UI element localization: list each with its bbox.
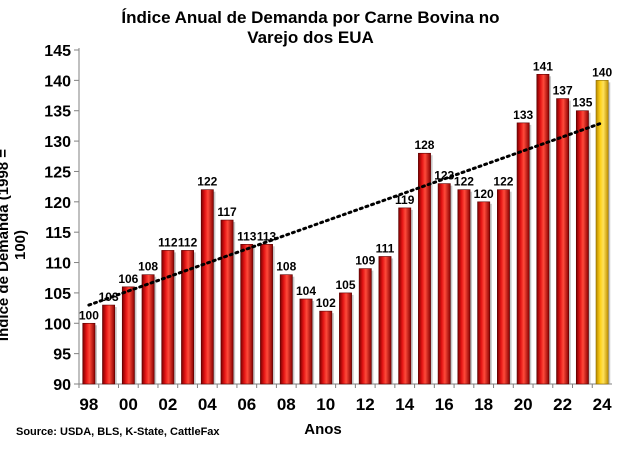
bars — [82, 73, 611, 385]
bar — [220, 219, 234, 385]
data-label: 123 — [434, 169, 454, 183]
data-label: 128 — [414, 138, 434, 152]
bar — [200, 189, 214, 385]
data-label: 137 — [553, 84, 573, 98]
bar — [82, 322, 96, 385]
bar — [437, 183, 451, 385]
x-tick-label: 98 — [79, 395, 98, 414]
bar — [398, 207, 412, 385]
bar — [477, 201, 491, 385]
data-label: 135 — [572, 96, 592, 110]
source-note: Source: USDA, BLS, K-State, CattleFax — [16, 426, 220, 438]
x-tick-label: 18 — [474, 395, 493, 414]
bar — [121, 286, 135, 385]
data-label: 100 — [79, 308, 99, 322]
data-label: 119 — [395, 193, 415, 207]
data-label: 108 — [276, 260, 296, 274]
y-tick-label: 135 — [44, 104, 71, 121]
y-tick-label: 105 — [44, 286, 71, 303]
x-tick-label: 00 — [119, 395, 138, 414]
bar — [299, 298, 313, 385]
trendline-group — [87, 121, 604, 307]
x-tick-label: 02 — [158, 395, 177, 414]
y-tick-label: 90 — [53, 377, 71, 394]
data-label: 141 — [533, 59, 553, 73]
data-label: 117 — [217, 205, 237, 219]
bar — [240, 244, 254, 385]
bar — [378, 256, 392, 385]
y-tick-label: 145 — [44, 43, 71, 60]
data-label: 103 — [99, 290, 119, 304]
y-tick-label: 120 — [44, 195, 71, 212]
data-label: 113 — [257, 229, 277, 243]
data-label: 122 — [197, 175, 217, 189]
y-tick-label: 95 — [53, 347, 71, 364]
bar — [497, 189, 510, 385]
x-tick-label: 16 — [435, 395, 454, 414]
bar — [339, 292, 352, 385]
data-label: 112 — [178, 235, 198, 249]
data-label: 120 — [474, 187, 494, 201]
bar — [102, 304, 116, 385]
bar — [161, 250, 175, 385]
x-tick-label: 22 — [553, 395, 572, 414]
data-label: 112 — [158, 235, 178, 249]
x-tick-label: 14 — [395, 395, 414, 414]
data-label: 133 — [513, 108, 533, 122]
bar — [536, 73, 550, 385]
bar — [319, 310, 333, 385]
data-label: 122 — [454, 175, 474, 189]
data-label: 113 — [237, 229, 257, 243]
bar — [279, 274, 293, 385]
y-tick-label: 130 — [44, 134, 71, 151]
bar — [418, 152, 431, 385]
x-tick-label: 12 — [356, 395, 375, 414]
x-tick-label: 08 — [277, 395, 296, 414]
data-label: 104 — [296, 284, 316, 298]
data-label: 102 — [316, 296, 336, 310]
bar — [141, 274, 155, 385]
bar — [575, 110, 589, 385]
y-tick-label: 115 — [45, 225, 71, 242]
x-tick-label: 06 — [237, 395, 256, 414]
bar — [556, 98, 570, 385]
bar — [358, 268, 372, 385]
y-tick-label: 140 — [44, 73, 71, 90]
y-axis-label: Índice de Demanda (1998 = 100) — [0, 149, 29, 342]
bar — [516, 122, 530, 385]
data-label: 105 — [335, 278, 355, 292]
data-label: 122 — [493, 175, 513, 189]
bar — [260, 244, 273, 385]
y-tick-label: 125 — [44, 164, 71, 181]
data-label: 140 — [592, 65, 612, 79]
x-tick-label: 24 — [593, 395, 612, 414]
data-label: 106 — [118, 272, 138, 286]
x-tick-label: 04 — [198, 395, 217, 414]
bar-highlight — [595, 80, 609, 385]
y-tick-label: 110 — [45, 256, 71, 273]
chart-title-line-1: Índice Anual de Demanda por Carne Bovina… — [121, 8, 500, 27]
y-tick-label: 100 — [44, 316, 71, 333]
x-axis-label: Anos — [304, 421, 342, 438]
bar — [457, 189, 471, 385]
chart-title-line-2: Varejo dos EUA — [247, 28, 374, 47]
data-label: 108 — [138, 260, 158, 274]
bar — [181, 250, 194, 385]
x-tick-label: 10 — [316, 395, 335, 414]
data-label: 111 — [376, 241, 395, 255]
x-tick-label: 20 — [514, 395, 533, 414]
data-label: 109 — [355, 254, 375, 268]
trendline — [87, 121, 604, 307]
